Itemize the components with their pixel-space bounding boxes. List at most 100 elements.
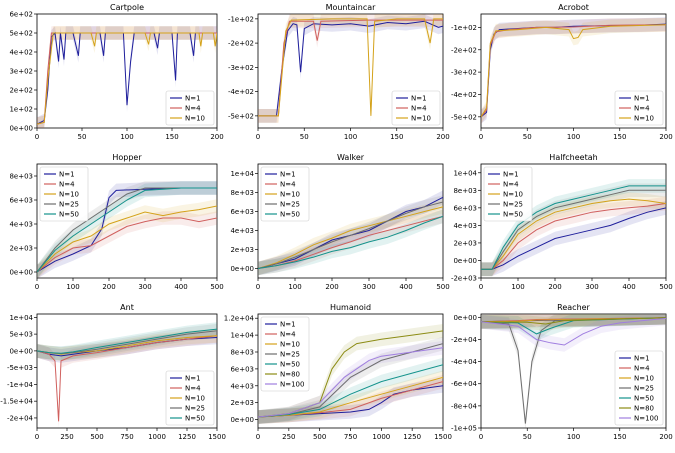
series-line-n25 [481, 189, 666, 270]
series-line-n4 [37, 335, 217, 422]
series-line-n100 [481, 317, 666, 346]
legend-label: N=10 [411, 115, 431, 123]
legend-label: N=80 [634, 405, 654, 413]
y-tick-label: 0e+00 [453, 314, 477, 322]
y-tick-label: 0e+00 [230, 265, 254, 273]
y-tick-label: 4e+03 [453, 222, 477, 230]
x-tick-label: 500 [436, 283, 449, 291]
x-tick-label: 150 [613, 133, 626, 141]
legend-box [165, 370, 215, 426]
series-line-n1 [37, 187, 217, 273]
y-tick-label: 4e+02 [9, 49, 33, 57]
x-tick-label: 50 [523, 133, 532, 141]
x-tick-label: 300 [585, 283, 598, 291]
chart-title: Reacher [557, 303, 590, 312]
legend-box [260, 166, 310, 222]
y-tick-label: 6e+02 [9, 11, 33, 19]
x-tick-label: 150 [165, 133, 178, 141]
x-tick-label: 400 [622, 283, 635, 291]
series-band-n25 [258, 336, 443, 424]
series-band-n50 [481, 179, 666, 277]
legend-label: N=50 [59, 211, 79, 219]
series-band-n80 [258, 324, 443, 424]
legend-box [165, 90, 215, 126]
x-tick-label: 200 [659, 433, 672, 441]
y-tick-label: 4e+03 [9, 221, 33, 229]
x-tick-label: 250 [282, 433, 295, 441]
chart-title: Acrobot [558, 3, 589, 12]
legend-box [39, 166, 89, 222]
series-group [258, 190, 443, 276]
x-tick-label: 100 [344, 133, 357, 141]
x-tick-label: 0 [35, 433, 39, 441]
panel-cartpole: Cartpole 0 50 100 150 200 0e+00 1e+02 2e+02 3e+02… [9, 3, 223, 141]
series-band-n50 [258, 357, 443, 424]
x-tick-label: 100 [120, 133, 133, 141]
y-tick-label: 4e+03 [230, 382, 254, 390]
y-tick-label: -2e+02 [228, 40, 254, 48]
legend-label: N=100 [280, 381, 304, 389]
x-tick-label: 1250 [178, 433, 196, 441]
y-tick-label: -4e+04 [451, 358, 478, 366]
y-tick-label: 2e+03 [9, 245, 33, 253]
legend: N=1 N=4 N=10 N=25 N=50 [260, 166, 310, 222]
x-tick-label: 400 [399, 283, 412, 291]
series-line-n50 [37, 328, 217, 354]
x-tick-label: 750 [120, 433, 133, 441]
panel-walker: Walker 0 100 200 300 400 500 0e+00 2e+03 4e+03 6e+… [230, 153, 449, 291]
y-tick-label: 0e+00 [9, 125, 33, 133]
y-tick-label: 2e+02 [9, 87, 33, 95]
y-tick-label: 1e+02 [9, 106, 33, 114]
x-tick-label: 0 [479, 133, 483, 141]
y-tick-label: 0e+00 [9, 347, 33, 355]
series-line-n50 [37, 187, 217, 273]
x-tick-label: 1000 [372, 433, 390, 441]
series-band-n1 [481, 201, 666, 277]
legend-label: N=10 [59, 191, 79, 199]
series-line-n10 [258, 206, 443, 269]
series-band-n4 [481, 314, 666, 329]
y-tick-label: 8e+03 [453, 187, 477, 195]
legend: N=1 N=4 N=10 [614, 90, 664, 126]
y-tick-label: -6e+04 [451, 380, 478, 388]
legend-label: N=80 [280, 371, 300, 379]
series-group [481, 179, 666, 277]
legend-label: N=50 [280, 211, 300, 219]
legend-label: N=4 [503, 181, 519, 189]
y-tick-label: -4e+02 [228, 88, 254, 96]
series-line-n80 [481, 317, 666, 325]
series-band-n100 [481, 314, 666, 352]
series-line-n10 [37, 32, 217, 125]
y-tick-label: -1.5e+04 [0, 398, 33, 406]
series-line-n10 [481, 198, 666, 270]
series-line-n100 [258, 347, 443, 418]
x-tick-label: 0 [479, 433, 483, 441]
legend-label: N=10 [634, 375, 654, 383]
legend-label: N=1 [411, 95, 427, 103]
panel-halfcheetah: Halfcheetah 0 100 200 300 400 500 -2e+03 0e+00 2e… [451, 153, 673, 291]
y-tick-label: -5e+02 [451, 113, 477, 121]
series-line-n4 [481, 203, 666, 270]
x-tick-label: 1000 [148, 433, 166, 441]
series-band-n4 [37, 211, 217, 278]
y-tick-label: 2e+03 [230, 399, 254, 407]
legend: N=1 N=4 N=10 N=25 N=50 [483, 166, 533, 222]
y-tick-label: -4e+02 [451, 91, 477, 99]
legend-label: N=4 [185, 105, 201, 113]
legend-label: N=10 [280, 191, 300, 199]
series-line-n4 [37, 217, 217, 273]
x-tick-label: 200 [659, 133, 672, 141]
x-tick-label: 400 [174, 283, 187, 291]
y-tick-label: 8e+03 [230, 189, 254, 197]
y-tick-label: -3e+02 [451, 69, 477, 77]
x-tick-label: 0 [256, 283, 260, 291]
legend-label: N=1 [634, 355, 650, 363]
y-tick-label: 5e+03 [9, 331, 33, 339]
legend-label: N=50 [634, 395, 654, 403]
series-band-n10 [37, 199, 217, 278]
legend-label: N=25 [59, 201, 79, 209]
legend: N=1 N=4 N=10 N=25 N=50 [165, 370, 215, 426]
series-band-n4 [481, 17, 666, 124]
y-tick-label: 5e+02 [9, 30, 33, 38]
